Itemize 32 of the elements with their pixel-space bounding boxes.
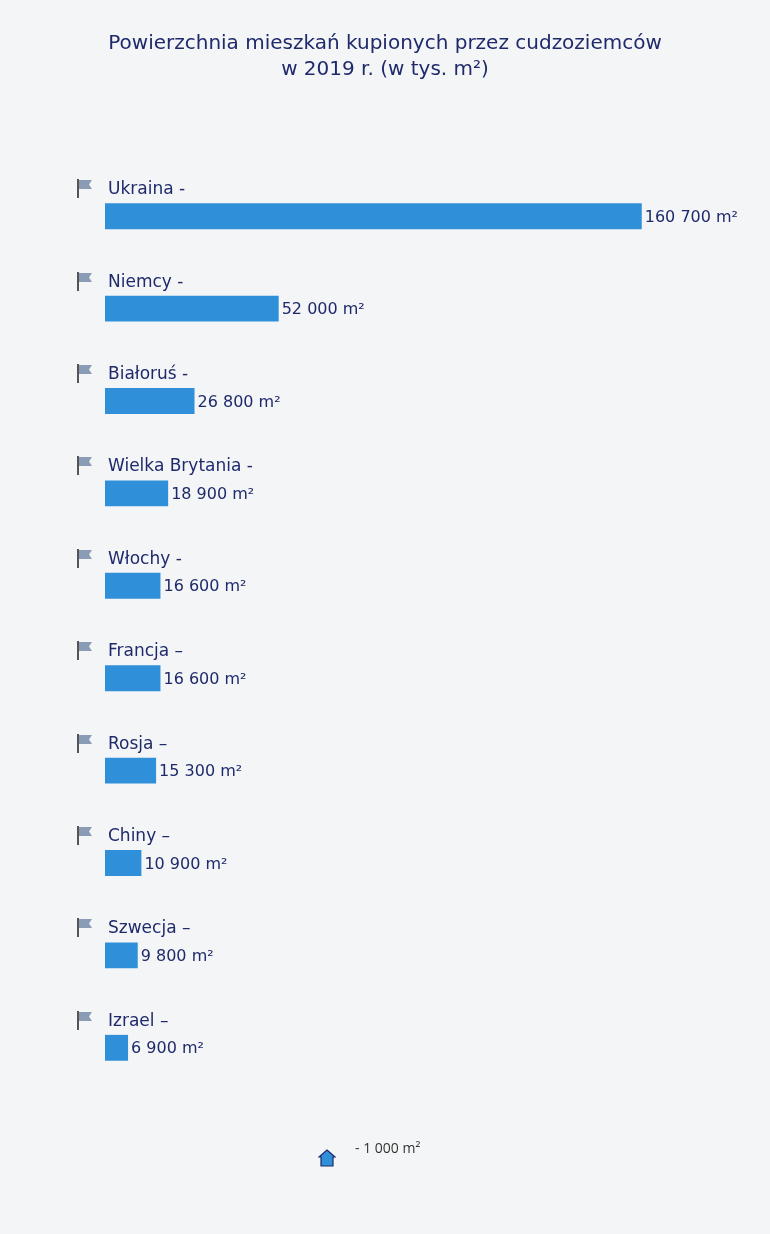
data-label: 10 900 m² — [144, 853, 228, 873]
chart-title: Powierzchnia mieszkań kupionych przez cudzoziemców w 2019 r. (w tys. m²) — [108, 30, 662, 81]
y-tick-label: Szwecja – — [108, 917, 191, 938]
data-label: 6 900 m² — [131, 1038, 204, 1058]
y-tick-label: Białoruś - — [108, 362, 189, 383]
data-label: 18 900 m² — [171, 483, 255, 503]
y-tick-label: Wielka Brytania - — [108, 455, 253, 476]
bar — [105, 1034, 129, 1061]
bar — [105, 665, 161, 692]
data-label: 16 600 m² — [163, 668, 247, 688]
y-tick-label: Ukraina - — [108, 178, 186, 199]
data-label: 160 700 m² — [644, 206, 738, 226]
bar — [105, 295, 279, 322]
bar — [105, 942, 138, 969]
data-label: 26 800 m² — [197, 391, 281, 411]
y-tick-label: Francja – — [108, 640, 184, 661]
data-label: 16 600 m² — [163, 576, 247, 596]
y-tick-label: Rosja – — [108, 732, 168, 753]
bar — [105, 757, 157, 784]
data-label: 15 300 m² — [159, 761, 243, 781]
bar — [105, 480, 169, 507]
data-label: 9 800 m² — [140, 945, 214, 965]
text: - 1 000 m² — [355, 1138, 421, 1157]
data-label: 52 000 m² — [281, 299, 365, 319]
y-tick-label: Chiny – — [108, 824, 171, 845]
y-tick-label: Włochy - — [108, 547, 182, 568]
y-tick-label: Izrael – — [108, 1009, 169, 1030]
bar — [105, 850, 142, 876]
y-tick-label: Niemcy - — [108, 270, 184, 291]
bar — [105, 572, 161, 599]
bar — [105, 388, 195, 414]
bar — [105, 203, 642, 230]
